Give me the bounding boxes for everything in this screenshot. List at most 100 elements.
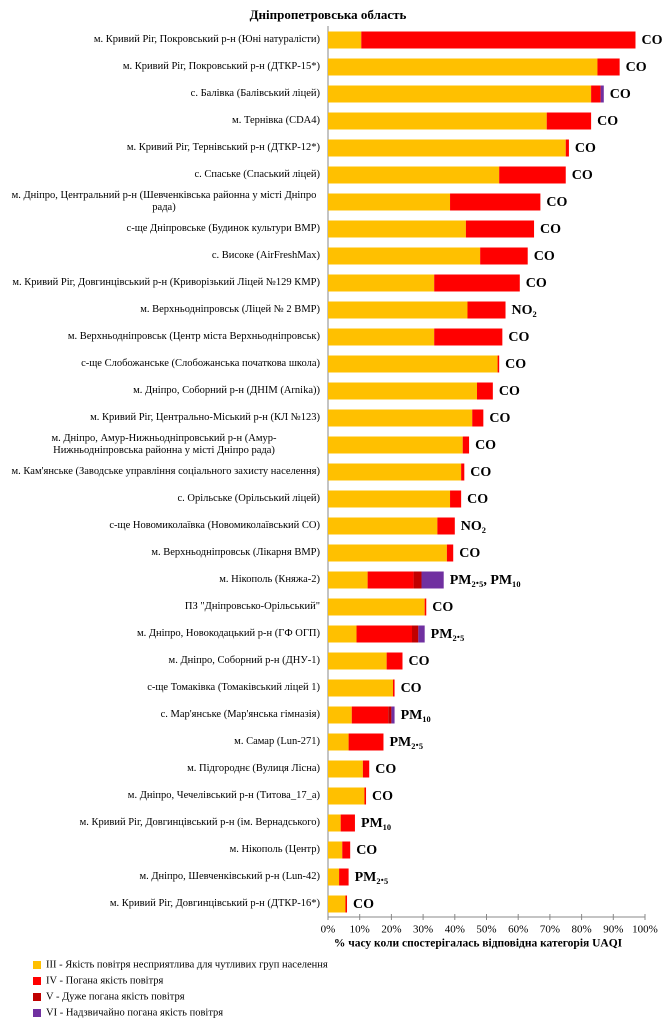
- bar-segment: [328, 85, 592, 103]
- category-text: с-ще Томаківка (Томаківський ліцей 1): [147, 682, 320, 693]
- pollutant-label: CO: [353, 897, 374, 912]
- x-tick-label: 10%: [350, 924, 370, 936]
- category-text: с-ще Дніпровське (Будинок культури ВМР): [126, 223, 320, 234]
- category-label: ПЗ "Дніпровсько-Орільський": [0, 594, 320, 620]
- bar-segment: [362, 760, 370, 778]
- category-label: м. Дніпро, Центральний р-н (Шевченківськ…: [0, 189, 320, 215]
- category-text: с-ще Новомиколаївка (Новомиколаївський С…: [109, 520, 320, 531]
- category-text: м. Кривий Ріг, Довгинцівський р-н (Криво…: [12, 277, 320, 288]
- category-label: м. Дніпро, Соборний р-н (ДНУ-1): [0, 648, 320, 674]
- pollutant-label: CO: [546, 195, 567, 210]
- category-text: м. Кривий Ріг, Покровський р-н (Юні нату…: [93, 34, 320, 45]
- bar-segment: [328, 328, 435, 346]
- category-text: с. Мар'янське (Мар'янська гімназія): [160, 709, 320, 720]
- bar-segment: [328, 382, 477, 400]
- category-label: с. Високе (AirFreshMax): [0, 243, 320, 269]
- legend-label: ІІІ - Якість повітря несприятлива для чу…: [46, 959, 328, 970]
- bar-segment: [328, 490, 451, 508]
- bar-segment: [328, 733, 349, 751]
- pollutant-label: CO: [540, 222, 561, 237]
- category-text: м. Верхньодніпровськ (Лікарня ВМР): [151, 547, 320, 558]
- bar-segment: [461, 463, 465, 481]
- bar-segment: [467, 301, 506, 319]
- bar-segment: [328, 274, 435, 292]
- bar-segment: [597, 58, 620, 76]
- category-label: м. Кривий Ріг, Довгинцівський р-н (Криво…: [0, 270, 320, 296]
- bar-segment: [328, 517, 438, 535]
- category-text: м. Кривий Ріг, Покровський р-н (ДТКР-15*…: [122, 61, 320, 72]
- bar-segment: [328, 355, 498, 373]
- bar-segment: [462, 436, 470, 454]
- pollutant-label: CO: [610, 87, 631, 102]
- category-text: м. Дніпро, Шевченківський р-н (Lun-42): [139, 871, 320, 882]
- category-label: с. Орільське (Орільський ліцей): [0, 486, 320, 512]
- category-label: с. Балівка (Балівський ліцей): [0, 81, 320, 107]
- pollutant-label: CO: [467, 492, 488, 507]
- chart-title: Дніпропетровська область: [250, 7, 407, 22]
- pollutant-label: PM₂.₅: [355, 870, 389, 885]
- bar-segment: [472, 409, 484, 427]
- category-label: м. Кривий Ріг, Центрально-Міський р-н (К…: [0, 405, 320, 431]
- category-text: с. Балівка (Балівський ліцей): [190, 88, 320, 99]
- category-text: м. Нікополь (Княжа-2): [219, 574, 320, 585]
- pollutant-label: PM₂.₅: [389, 735, 423, 750]
- bar-segment: [328, 652, 387, 670]
- category-label: с-ще Дніпровське (Будинок культури ВМР): [0, 216, 320, 242]
- category-text: м. Верхньодніпровськ (Центр міста Верхнь…: [67, 331, 320, 342]
- pollutant-label: CO: [375, 762, 396, 777]
- category-label: м. Дніпро, Амур-Нижньодніпровський р-н (…: [0, 432, 320, 458]
- category-text: с. Орільське (Орільський ліцей): [177, 493, 320, 504]
- category-label: с-ще Томаківка (Томаківський ліцей 1): [0, 675, 320, 701]
- bar-segment: [328, 679, 393, 697]
- category-text: м. Тернівка (CDA4): [232, 115, 320, 126]
- bar-segment: [465, 220, 535, 238]
- category-label: м. Дніпро, Новокодацький р-н (ГФ ОГП): [0, 621, 320, 647]
- bar-segment: [388, 706, 392, 724]
- x-axis-title: % часу коли спостерігалась відповідна ка…: [334, 938, 623, 950]
- x-tick-label: 80%: [572, 924, 592, 936]
- x-tick-label: 0%: [321, 924, 336, 936]
- category-text: м. Підгороднє (Вулиця Лісна): [187, 763, 320, 774]
- category-label: м. Тернівка (CDA4): [0, 108, 320, 134]
- category-label: м. Підгороднє (Вулиця Лісна): [0, 756, 320, 782]
- bar-segment: [328, 841, 343, 859]
- bar-segment: [328, 598, 425, 616]
- legend-label: VI - Надзвичайно погана якість повітря: [46, 1007, 223, 1018]
- bar-segment: [476, 382, 493, 400]
- pollutant-label: CO: [356, 843, 377, 858]
- category-label: с-ще Новомиколаївка (Новомиколаївський С…: [0, 513, 320, 539]
- bar-segment: [328, 247, 481, 265]
- bar-segment: [546, 112, 592, 130]
- category-label: с-ще Слобожанське (Слобожанська початков…: [0, 351, 320, 377]
- bar-segment: [421, 571, 444, 589]
- pollutant-label: PM₁₀: [361, 816, 391, 831]
- bar-segment: [328, 625, 357, 643]
- x-tick-label: 70%: [540, 924, 560, 936]
- category-label: м. Кривий Ріг, Покровський р-н (ДТКР-15*…: [0, 54, 320, 80]
- x-tick-label: 50%: [476, 924, 496, 936]
- legend-label: IV - Погана якість повітря: [46, 975, 164, 986]
- category-text: м. Дніпро, Новокодацький р-н (ГФ ОГП): [136, 628, 320, 639]
- bar-segment: [446, 544, 454, 562]
- bar-segment: [328, 571, 368, 589]
- bar-segment: [450, 490, 462, 508]
- pollutant-label: CO: [470, 465, 491, 480]
- category-label: м. Нікополь (Центр): [0, 837, 320, 863]
- bar-segment: [591, 85, 601, 103]
- category-label: м. Самар (Lun-271): [0, 729, 320, 755]
- category-text: м. Верхньодніпровськ (Ліцей № 2 ВМР): [140, 304, 320, 315]
- bar-segment: [328, 193, 451, 211]
- pollutant-label: CO: [475, 438, 496, 453]
- pollutant-label: PM₂.₅, PM₁₀: [450, 573, 521, 588]
- pollutant-label: CO: [499, 384, 520, 399]
- pollutant-label: CO: [505, 357, 526, 372]
- bar-segment: [328, 112, 547, 130]
- bar-segment: [434, 328, 503, 346]
- category-text: с-ще Слобожанське (Слобожанська початков…: [81, 358, 320, 369]
- pollutant-label: PM₂.₅: [431, 627, 465, 642]
- bar-segment: [328, 436, 463, 454]
- pollutant-label: CO: [372, 789, 393, 804]
- bar-segment: [434, 274, 520, 292]
- legend-swatch: [33, 1009, 41, 1017]
